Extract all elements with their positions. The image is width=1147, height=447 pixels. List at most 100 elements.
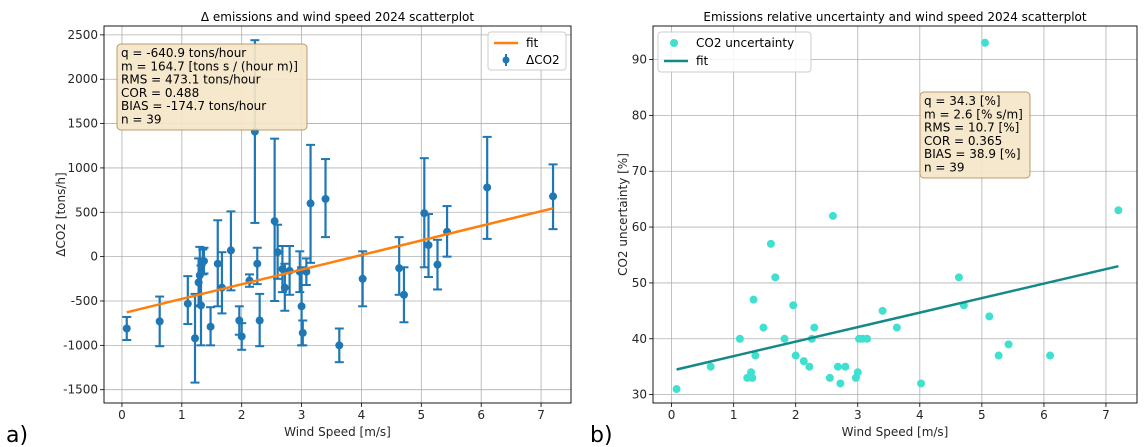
data-point (780, 334, 789, 343)
y-tick-label: 30 (632, 388, 647, 402)
y-tick-label: -1500 (63, 383, 98, 397)
x-tick-label: 3 (854, 408, 862, 422)
point-marker (395, 264, 404, 273)
point-marker (122, 324, 131, 333)
stats-line: COR = 0.365 (924, 134, 1002, 148)
data-point (833, 362, 842, 371)
data-point (980, 38, 989, 47)
y-tick-label: 40 (632, 332, 647, 346)
data-point (828, 211, 837, 220)
y-tick-label: -500 (71, 294, 98, 308)
data-point (244, 273, 254, 288)
panel-label: b) (590, 423, 613, 447)
data-point (878, 306, 887, 315)
point-marker (183, 299, 192, 308)
x-tick-label: 2 (238, 408, 246, 422)
stats-line: m = 164.7 [tons s / (hour m)] (121, 59, 298, 73)
data-point (424, 213, 434, 279)
point-marker (253, 259, 262, 268)
data-point (863, 334, 872, 343)
data-point (748, 373, 757, 382)
y-tick-label: 2500 (67, 28, 98, 42)
y-tick-label: 1500 (67, 117, 98, 131)
data-point (196, 264, 206, 347)
stats-line: RMS = 473.1 tons/hour (121, 73, 261, 87)
point-marker (270, 217, 279, 226)
data-point (183, 275, 193, 326)
point-marker (237, 332, 246, 341)
legend-fit-label: fit (526, 36, 539, 50)
data-point (825, 373, 834, 382)
x-tick-label: 6 (1040, 408, 1048, 422)
data-point (306, 143, 316, 264)
x-tick-label: 1 (730, 408, 738, 422)
fit-line (676, 264, 1119, 371)
data-point (853, 368, 862, 377)
point-marker (280, 283, 289, 292)
data-point (122, 315, 132, 342)
point-marker (306, 199, 315, 208)
point-marker (155, 317, 164, 326)
legend-series-label: CO2 uncertainty (696, 36, 794, 50)
data-point (791, 351, 800, 360)
stats-line: m = 2.6 [% s/m] (924, 107, 1023, 121)
plot-area (653, 26, 1137, 403)
data-point (1046, 351, 1055, 360)
data-point (841, 362, 850, 371)
data-point (298, 319, 308, 347)
point-marker (213, 259, 222, 268)
point-marker (433, 260, 442, 269)
data-point (805, 362, 814, 371)
stats-line: BIAS = 38.9 [%] (924, 147, 1021, 161)
x-tick-label: 7 (1102, 408, 1110, 422)
y-tick-label: 50 (632, 276, 647, 290)
point-marker (358, 274, 367, 283)
data-point (432, 238, 442, 291)
x-axis-label: Wind Speed [m/s] (842, 425, 949, 439)
data-point (321, 158, 331, 239)
stats-line: q = 34.3 [%] (924, 94, 1001, 108)
y-tick-label: -1000 (63, 338, 98, 352)
point-marker (255, 316, 264, 325)
data-point (199, 246, 209, 275)
stats-line: n = 39 (121, 113, 162, 127)
x-tick-label: 3 (298, 408, 306, 422)
legend: fit ΔCO2 (487, 31, 567, 71)
y-tick-label: 70 (632, 164, 647, 178)
stats-box: q = 34.3 [%]m = 2.6 [% s/m]RMS = 10.7 [%… (919, 91, 1031, 179)
point-marker (424, 241, 433, 250)
data-point (735, 334, 744, 343)
data-point (399, 266, 409, 324)
point-marker (335, 341, 344, 350)
legend-series-swatch (502, 56, 510, 64)
x-tick-label: 0 (118, 408, 126, 422)
x-tick-label: 5 (978, 408, 986, 422)
legend-fit-label: fit (696, 54, 709, 68)
data-point (280, 262, 290, 312)
point-marker (297, 302, 306, 311)
stats-line: BIAS = -174.7 tons/hour (121, 99, 266, 113)
stats-background (919, 91, 1031, 179)
legend-series-label: ΔCO2 (526, 53, 560, 67)
data-point (270, 137, 280, 302)
data-point (213, 219, 223, 308)
x-tick-label: 0 (668, 408, 676, 422)
data-point (917, 379, 926, 388)
x-axis-label: Wind Speed [m/s] (284, 425, 391, 439)
data-point (759, 323, 768, 332)
data-point (749, 295, 758, 304)
data-point (226, 210, 236, 292)
data-point (1114, 206, 1123, 215)
fit-line (126, 207, 554, 314)
data-point (706, 362, 715, 371)
data-point (766, 239, 775, 248)
legend-box (657, 31, 812, 73)
point-marker (321, 194, 330, 203)
x-tick-label: 5 (418, 408, 426, 422)
data-point (155, 295, 165, 348)
data-point (799, 357, 808, 366)
y-axis-label: CO2 uncertainty [%] (616, 153, 630, 276)
chart-panel-b: 0 1 2 3 4 5 6 7 30 40 50 60 70 80 90 Emissions relative… (590, 10, 1138, 447)
